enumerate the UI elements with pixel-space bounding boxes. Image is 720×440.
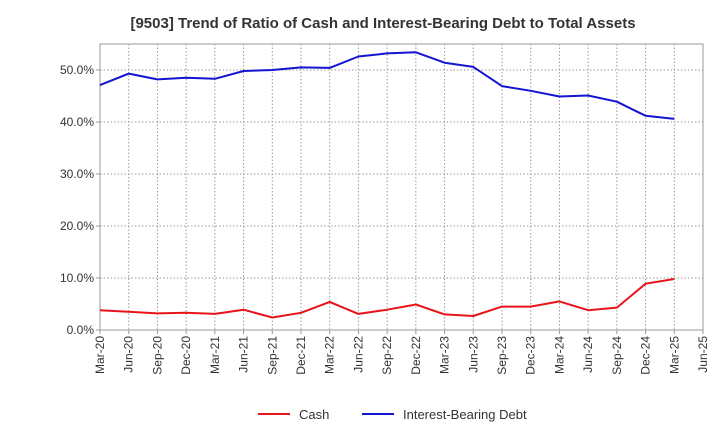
x-tick-label: Jun-23 [466, 336, 480, 373]
grid [100, 44, 703, 330]
x-tick-label: Mar-24 [552, 336, 566, 374]
x-axis: Mar-20 Jun-20 Sep-20 Dec-20 Mar-21 Jun-21 Sep-… [93, 330, 710, 375]
plot-area [99, 43, 704, 331]
y-tick-label: 30.0% [60, 167, 94, 181]
x-tick-label: Mar-22 [323, 336, 337, 374]
x-tick-label: Dec-24 [639, 336, 653, 375]
x-tick-label: Sep-22 [380, 336, 394, 375]
x-tick-label: Sep-21 [265, 336, 279, 375]
chart-title: [9503] Trend of Ratio of Cash and Intere… [130, 15, 635, 32]
x-tick-label: Jun-21 [237, 336, 251, 373]
x-tick-label: Dec-22 [409, 336, 423, 375]
x-tick-label: Dec-23 [524, 336, 538, 375]
y-tick-label: 0.0% [67, 323, 95, 337]
y-tick-label: 50.0% [60, 63, 94, 77]
x-tick-label: Sep-20 [150, 336, 164, 375]
x-tick-label: Dec-20 [179, 336, 193, 375]
x-tick-label: Jun-25 [696, 336, 710, 373]
series-group [99, 51, 675, 319]
x-tick-label: Sep-23 [495, 336, 509, 375]
y-tick-label: 10.0% [60, 271, 94, 285]
x-tick-label: Jun-22 [351, 336, 365, 373]
legend-label: Cash [299, 407, 329, 422]
x-tick-label: Mar-25 [667, 336, 681, 374]
x-tick-label: Mar-20 [93, 336, 107, 374]
x-tick-label: Jun-20 [122, 336, 136, 373]
series-line-cash [99, 278, 675, 319]
y-axis: 0.0% 10.0% 20.0% 30.0% 40.0% 50.0% [60, 63, 100, 337]
x-tick-label: Jun-24 [581, 336, 595, 373]
x-tick-label: Mar-21 [208, 336, 222, 374]
y-tick-label: 40.0% [60, 115, 94, 129]
legend-label: Interest-Bearing Debt [403, 407, 527, 422]
x-tick-label: Dec-21 [294, 336, 308, 375]
x-tick-label: Mar-23 [438, 336, 452, 374]
legend: Cash Interest-Bearing Debt [258, 407, 527, 422]
series-line-interest-bearing-debt [99, 51, 675, 120]
x-tick-label: Sep-24 [610, 336, 624, 375]
y-tick-label: 20.0% [60, 219, 94, 233]
